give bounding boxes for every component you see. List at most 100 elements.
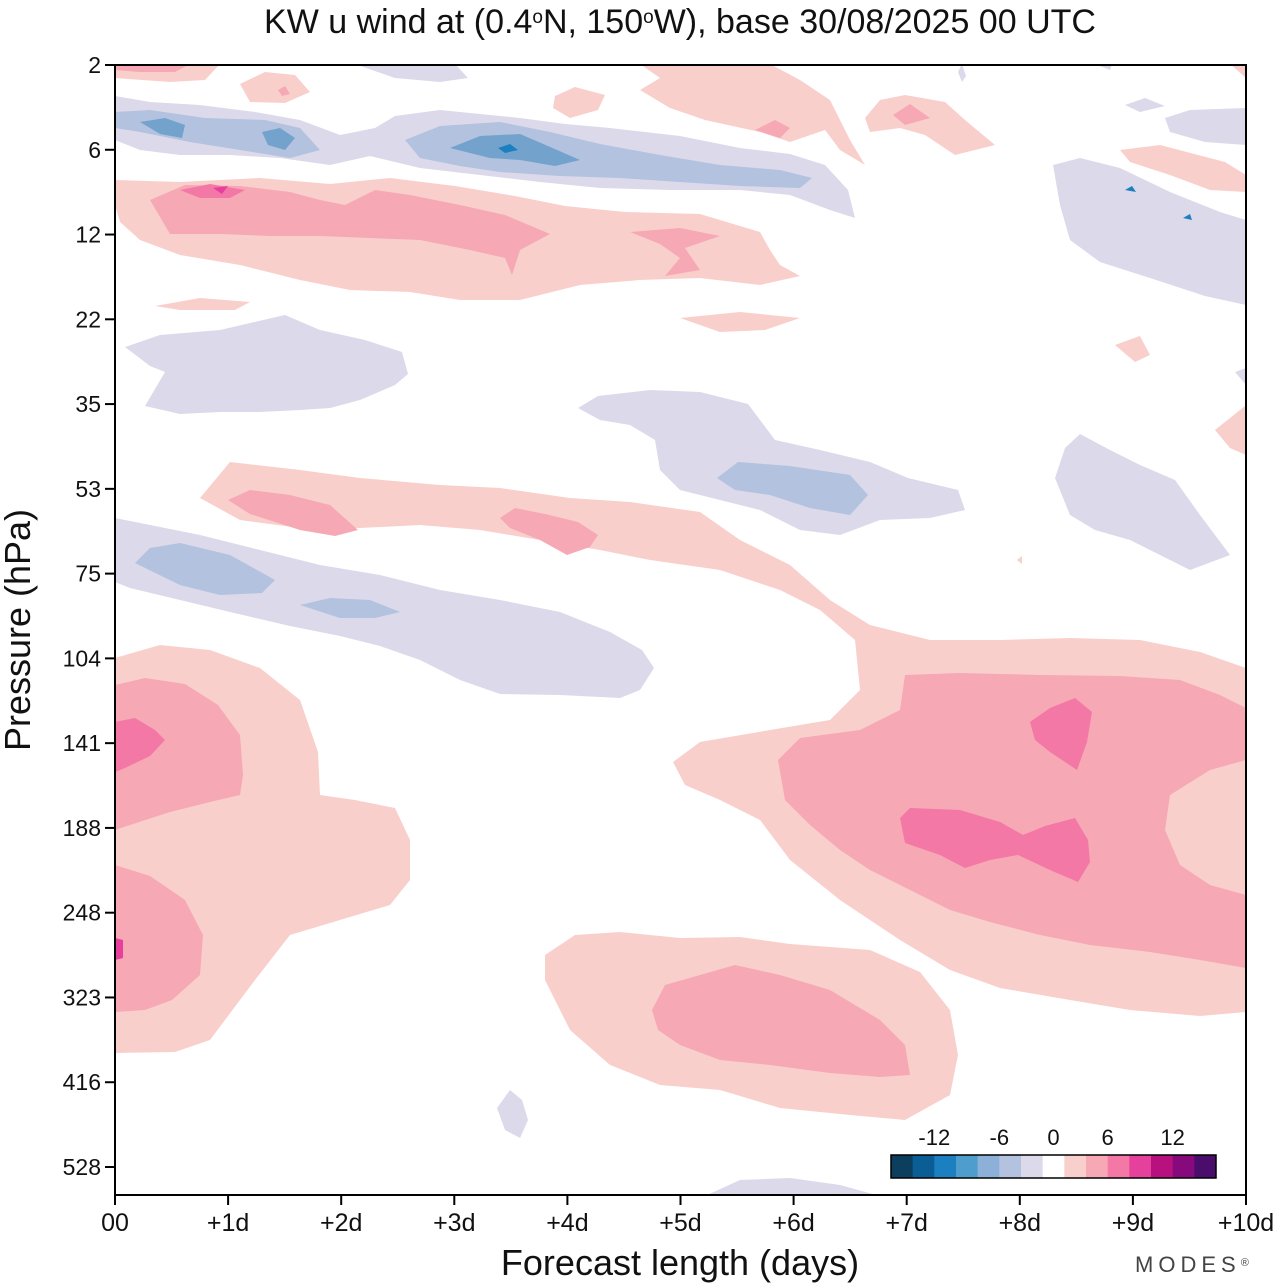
colorbar-tick-label: 0 <box>1047 1125 1059 1150</box>
colorbar-swatch <box>1064 1155 1087 1178</box>
y-tick-label: 75 <box>75 561 101 587</box>
colorbar-tick-label: 6 <box>1102 1125 1114 1150</box>
contour-region <box>630 228 720 276</box>
contour-region <box>135 543 275 595</box>
colorbar-ticks: -12 -6 0 6 12 <box>918 1125 1184 1150</box>
contour-level-pos-3 <box>115 184 1092 882</box>
contour-region <box>958 65 966 82</box>
contour-level-pos-2 <box>115 65 1246 1077</box>
x-tick-label: 00 <box>101 1209 129 1237</box>
x-tick-label: +2d <box>320 1209 362 1237</box>
colorbar-swatch <box>956 1155 979 1178</box>
x-tick-label: +6d <box>772 1209 814 1237</box>
contour-region <box>497 1090 528 1138</box>
y-axis: 2 6 12 22 35 53 75 104 141 188 248 323 416 528 <box>63 52 115 1180</box>
contour-region <box>115 718 165 772</box>
chart-title: KW u wind at (0.4oN, 150oW), base 30/08/… <box>264 3 1096 41</box>
x-axis-label: Forecast length (days) <box>501 1242 859 1283</box>
contour-region <box>1030 698 1092 770</box>
contour-region <box>115 678 243 830</box>
contour-region <box>140 118 185 138</box>
colorbar-swatch <box>1151 1155 1174 1178</box>
y-tick-label: 141 <box>63 730 101 756</box>
contour-level-pos-4 <box>115 186 228 960</box>
contour-region <box>1165 108 1246 145</box>
brand-logo-text: MODES® <box>1135 1252 1249 1277</box>
contour-region <box>755 120 790 138</box>
colorbar-swatch <box>1129 1155 1152 1178</box>
contour-region <box>115 65 189 72</box>
y-tick-label: 22 <box>75 306 101 332</box>
colorbar-swatch <box>999 1155 1022 1178</box>
contour-region <box>300 598 400 618</box>
colorbar-tick-label: 12 <box>1160 1125 1184 1150</box>
contour-region <box>778 673 1246 968</box>
contour-region <box>180 184 245 198</box>
contour-region <box>1017 556 1022 564</box>
plot-area: -12 -6 0 6 12 <box>114 64 1247 1196</box>
contour-region <box>578 390 965 535</box>
x-tick-label: +10d <box>1218 1209 1274 1237</box>
colorbar-swatch <box>1194 1155 1217 1178</box>
colorbar-swatch <box>891 1155 914 1178</box>
y-tick-label: 188 <box>63 815 101 841</box>
colorbar-swatch <box>1086 1155 1109 1178</box>
contour-region <box>900 808 1090 882</box>
contour-region <box>707 1178 877 1195</box>
contour-region <box>115 938 123 960</box>
contour-region <box>498 144 518 153</box>
y-tick-label: 12 <box>75 222 101 248</box>
contour-region <box>1231 65 1246 78</box>
y-tick-label: 104 <box>63 645 102 671</box>
x-tick-label: +7d <box>885 1209 927 1237</box>
y-tick-label: 35 <box>75 391 101 417</box>
colorbar-swatch <box>1107 1155 1130 1178</box>
contour-region <box>1125 186 1136 192</box>
contour-region <box>115 865 203 1012</box>
contour-region <box>240 72 310 103</box>
contour-region <box>865 95 995 155</box>
colorbar-swatch <box>1172 1155 1195 1178</box>
x-tick-label: +4d <box>546 1209 588 1237</box>
contour-region <box>500 508 598 555</box>
colorbar-swatch <box>1042 1155 1065 1178</box>
contour-region <box>893 104 930 125</box>
y-tick-label: 528 <box>63 1154 101 1180</box>
colorbar-tick-label: -12 <box>918 1125 950 1150</box>
x-tick-label: +5d <box>659 1209 701 1237</box>
colorbar-swatch <box>977 1155 1000 1178</box>
colorbar-frame <box>890 1154 1217 1179</box>
contour-region <box>155 298 250 310</box>
contour-region <box>1183 214 1192 220</box>
contour-region <box>228 490 358 536</box>
contour-region <box>1115 336 1150 362</box>
y-tick-label: 416 <box>63 1069 101 1095</box>
contour-region <box>125 315 408 414</box>
x-tick-label: +8d <box>999 1209 1041 1237</box>
x-tick-label: +9d <box>1112 1209 1154 1237</box>
colorbar-swatches <box>891 1155 1217 1178</box>
contour-region <box>1120 145 1246 192</box>
contour-region <box>262 128 295 150</box>
contour-region <box>1215 405 1246 455</box>
y-tick-label: 248 <box>63 900 101 926</box>
colorbar: -12 -6 0 6 12 <box>890 1125 1217 1179</box>
contour-region <box>640 65 865 165</box>
contour-region <box>213 186 228 194</box>
colorbar-swatch <box>934 1155 957 1178</box>
colorbar-swatch <box>912 1155 935 1178</box>
contour-level-neg-4 <box>498 144 1192 220</box>
y-axis-label: Pressure (hPa) <box>0 509 38 751</box>
y-tick-label: 2 <box>88 52 101 78</box>
contour-region <box>652 965 910 1077</box>
y-tick-label: 53 <box>75 476 101 502</box>
colorbar-tick-label: -6 <box>990 1125 1010 1150</box>
contour-region <box>553 87 605 118</box>
x-axis: 00 +1d +2d +3d +4d +5d +6d +7d +8d +9d +10d <box>101 1195 1274 1237</box>
contour-region <box>150 185 550 275</box>
contour-fill-layer <box>115 65 1246 1195</box>
contour-region <box>680 312 800 332</box>
contour-region <box>357 65 468 82</box>
y-tick-label: 6 <box>88 137 101 163</box>
